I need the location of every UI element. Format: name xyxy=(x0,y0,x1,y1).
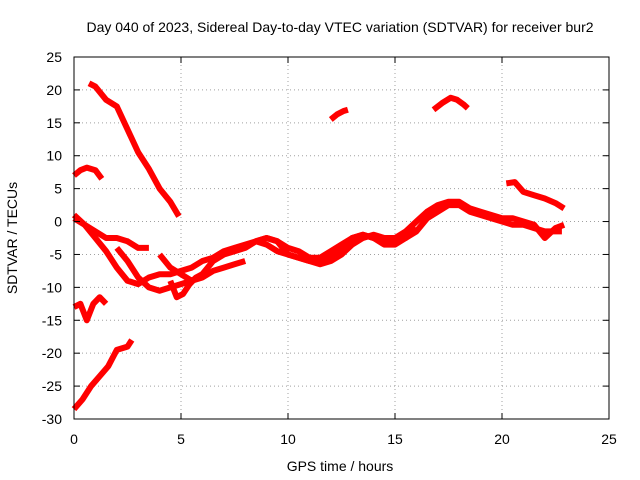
plot-frame xyxy=(73,56,610,420)
x-tick-label-0: 0 xyxy=(70,431,78,447)
series-arc-07 xyxy=(114,246,247,294)
chart-title: Day 040 of 2023, Sidereal Day-to-day VTE… xyxy=(86,19,593,35)
x-tick-label-1: 5 xyxy=(177,431,185,447)
y-tick-label-0: -30 xyxy=(42,411,62,427)
y-tick-label-4: -10 xyxy=(42,279,62,295)
y-tick-label-8: 10 xyxy=(46,148,62,164)
tick-layer: 0 5 10 15 20 25 -30 -25 -20 -15 -10 -5 0 5 10 15 20 25 xyxy=(42,49,617,447)
series-arc-09 xyxy=(167,271,204,301)
series-arc-05 xyxy=(71,212,149,251)
series-arc-01 xyxy=(72,164,105,181)
series-arc-02 xyxy=(87,80,182,218)
y-tick-label-1: -25 xyxy=(42,378,62,394)
y-tick-label-5: -5 xyxy=(50,246,63,262)
x-tick-label-5: 25 xyxy=(601,431,617,447)
y-tick-label-9: 15 xyxy=(46,115,62,131)
series-arc-11 xyxy=(328,106,349,122)
series-arc-03 xyxy=(72,294,109,324)
x-axis-title: GPS time / hours xyxy=(287,458,394,474)
y-tick-label-11: 25 xyxy=(46,49,62,65)
y-tick-label-6: 0 xyxy=(54,214,62,230)
series-arc-12 xyxy=(431,94,470,113)
series-arc-04 xyxy=(71,338,135,412)
series-layer xyxy=(71,80,566,412)
series-arc-13 xyxy=(505,179,566,211)
y-axis-title: SDTVAR / TECUs xyxy=(4,182,20,294)
y-tick-label-10: 20 xyxy=(46,82,62,98)
x-tick-label-3: 15 xyxy=(387,431,403,447)
y-tick-label-7: 5 xyxy=(54,181,62,197)
y-tick-label-3: -15 xyxy=(42,312,62,328)
x-tick-label-2: 10 xyxy=(280,431,296,447)
series-arc-10 xyxy=(255,198,566,268)
y-tick-label-2: -20 xyxy=(42,345,62,361)
x-tick-label-4: 20 xyxy=(494,431,510,447)
